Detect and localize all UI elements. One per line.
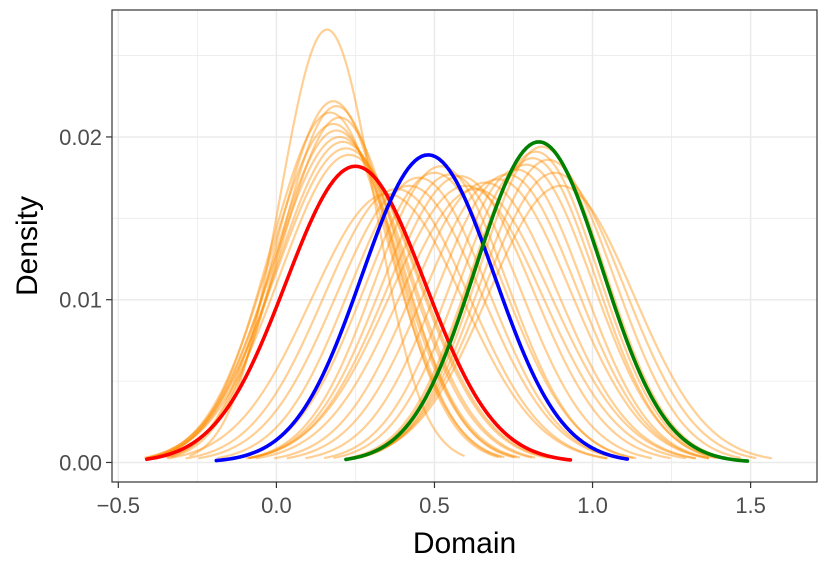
grid bbox=[112, 10, 817, 482]
background-density-curve bbox=[333, 163, 719, 460]
x-axis-title: Domain bbox=[413, 527, 516, 560]
background-density-curve bbox=[155, 111, 505, 459]
background-density-curve bbox=[248, 174, 671, 460]
background-density-curve bbox=[352, 171, 757, 460]
x-tick-label: 0.0 bbox=[261, 493, 292, 518]
background-density-curve bbox=[255, 187, 696, 460]
y-axis: 0.00 0.01 0.02 bbox=[59, 125, 112, 475]
background-density-curve bbox=[149, 122, 517, 459]
background-density-curve bbox=[146, 135, 533, 459]
blue-density-curve bbox=[214, 153, 630, 463]
background-density-curve bbox=[305, 173, 710, 460]
background-density-curve bbox=[232, 171, 637, 460]
background-density-curve bbox=[147, 153, 552, 459]
background-curves bbox=[144, 28, 772, 460]
y-tick-label: 0.01 bbox=[59, 288, 102, 313]
background-density-curve bbox=[323, 168, 710, 460]
background-density-curve bbox=[286, 178, 709, 460]
background-density-curve bbox=[167, 100, 499, 459]
background-density-curve bbox=[273, 181, 697, 460]
background-density-curve bbox=[150, 140, 536, 459]
x-tick-label: 1.0 bbox=[577, 493, 608, 518]
background-density-curve bbox=[358, 145, 726, 459]
background-density-curve bbox=[152, 129, 521, 459]
highlighted-curves bbox=[144, 140, 750, 463]
y-axis-title: Density bbox=[11, 196, 44, 296]
background-density-curve bbox=[198, 184, 621, 460]
x-axis: −0.5 0.0 0.5 1.0 1.5 bbox=[97, 482, 766, 518]
x-tick-label: 1.5 bbox=[735, 493, 766, 518]
background-density-curve bbox=[348, 157, 717, 460]
background-density-curve bbox=[144, 147, 548, 459]
y-tick-label: 0.02 bbox=[59, 125, 102, 150]
y-tick-label: 0.00 bbox=[59, 450, 102, 475]
x-tick-label: 0.5 bbox=[419, 493, 450, 518]
background-density-curve bbox=[245, 184, 687, 460]
red-density-curve bbox=[144, 164, 573, 462]
x-tick-label: −0.5 bbox=[97, 493, 140, 518]
background-density-curve bbox=[349, 184, 772, 460]
background-density-curve bbox=[165, 116, 515, 459]
background-density-curve bbox=[216, 176, 621, 460]
panel-border bbox=[111, 9, 818, 483]
background-density-curve bbox=[355, 158, 742, 460]
green-density-curve bbox=[344, 140, 750, 463]
background-density-curve bbox=[248, 165, 634, 460]
